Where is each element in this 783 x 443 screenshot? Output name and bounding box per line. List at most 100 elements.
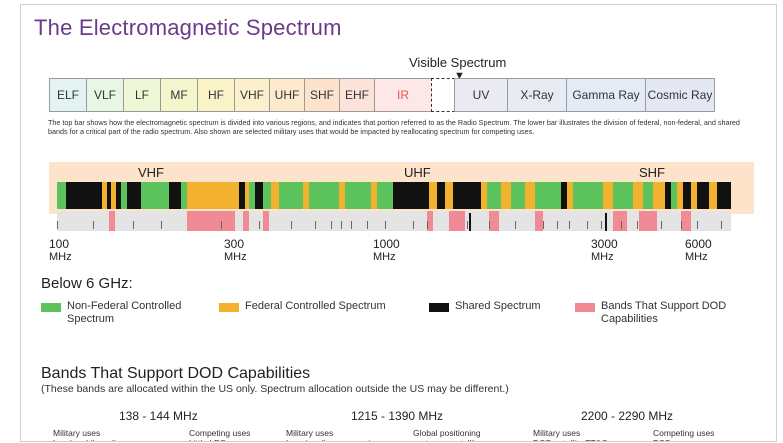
axis-tick — [161, 221, 162, 229]
axis-tick — [93, 221, 94, 229]
upper-segment — [709, 182, 717, 209]
upper-segment — [653, 182, 665, 209]
axis-tick — [57, 221, 58, 229]
upper-segment — [127, 182, 141, 209]
upper-segment — [561, 182, 567, 209]
dod-band-right-line: Little LEOs — [189, 438, 231, 441]
visible-spectrum-label: Visible Spectrum — [409, 55, 507, 70]
axis-tick — [413, 221, 414, 229]
axis-tick — [637, 221, 638, 229]
section-subtitle: (These bands are allocated within the US… — [41, 383, 509, 395]
upper-segment — [169, 182, 181, 209]
upper-segment — [303, 182, 309, 209]
axis-tick — [259, 221, 260, 229]
band-visible-light — [431, 78, 455, 112]
upper-segment — [181, 182, 187, 209]
legend-item: Non-Federal Controlled Spectrum — [41, 300, 201, 326]
upper-segment — [691, 182, 697, 209]
axis-tick — [721, 221, 722, 229]
axis-tick — [515, 221, 516, 229]
upper-segment — [697, 182, 709, 209]
band-ehf: EHF — [339, 78, 375, 112]
axis-tick — [601, 221, 602, 229]
axis-tick — [681, 221, 682, 229]
upper-segment — [116, 182, 121, 209]
region-label-shf: SHF — [639, 165, 665, 180]
dod-segment — [681, 211, 691, 231]
dod-segment — [535, 211, 543, 231]
axis-tick — [489, 221, 490, 229]
upper-segment — [581, 182, 603, 209]
upper-segment — [573, 182, 581, 209]
legend-swatch — [41, 303, 61, 312]
legend-label: Non-Federal Controlled Spectrum — [67, 300, 182, 325]
legend-label: Shared Spectrum — [455, 300, 541, 312]
upper-segment — [102, 182, 107, 209]
dod-band-left-line: Land mobile radio — [53, 438, 121, 441]
frequency-allocation-chart: VHF UHF SHF100MHz300MHz1000MHz3000MHz6000M… — [49, 162, 754, 263]
legend-title: Below 6 GHz: — [41, 275, 133, 292]
upper-segment — [643, 182, 653, 209]
upper-segment — [535, 182, 561, 209]
band-hf: HF — [197, 78, 235, 112]
axis-label-value: 3000 — [591, 237, 618, 251]
axis-tick — [697, 221, 698, 229]
upper-segment — [603, 182, 613, 209]
upper-segment — [309, 182, 339, 209]
upper-segment — [187, 182, 239, 209]
dod-segment — [109, 211, 115, 231]
band-shf: SHF — [304, 78, 340, 112]
region-label-vhf: VHF — [138, 165, 164, 180]
axis-tick — [331, 221, 332, 229]
legend-swatch — [219, 303, 239, 312]
axis-tick — [291, 221, 292, 229]
upper-segment — [677, 182, 683, 209]
upper-segment — [613, 182, 633, 209]
axis-tick — [133, 221, 134, 229]
section-title: Bands That Support DOD Capabilities — [41, 365, 311, 382]
legend-label: Federal Controlled Spectrum — [245, 300, 386, 312]
axis-label-value: 300 — [224, 237, 244, 251]
axis-label-value: 1000 — [373, 237, 400, 251]
axis-tick — [221, 221, 222, 229]
upper-segment — [66, 182, 102, 209]
legend-item: Shared Spectrum — [429, 300, 559, 313]
dod-band-right-label: Global positioning — [413, 428, 481, 438]
dod-segment — [449, 211, 465, 231]
lower-track — [57, 211, 731, 231]
dod-segment — [639, 211, 657, 231]
dod-band-range: 138 - 144 MHz — [119, 409, 198, 423]
dod-segment — [489, 211, 499, 231]
band-mf: MF — [160, 78, 198, 112]
spectrum-bands-bar: ELF VLF LF MF HF VHF UHF SHF EHF IR UV X-Ray Gamma R… — [49, 78, 715, 112]
axis-tick — [587, 221, 588, 229]
upper-segment — [567, 182, 573, 209]
upper-segment — [239, 182, 245, 209]
upper-segment — [111, 182, 116, 209]
axis-tick — [351, 221, 352, 229]
axis-tick — [341, 221, 342, 229]
dod-band-right-line: PCS — [653, 438, 670, 441]
axis-label-value: 6000 — [685, 237, 712, 251]
axis-tick — [557, 221, 558, 229]
dod-band-left-line: DOD satellite TT&C — [533, 438, 607, 441]
upper-segment — [633, 182, 643, 209]
upper-segment — [665, 182, 671, 209]
legend-swatch — [429, 303, 449, 312]
upper-segment — [345, 182, 371, 209]
upper-segment — [429, 182, 437, 209]
axis-label-unit: MHz — [224, 251, 247, 263]
upper-segment — [683, 182, 691, 209]
legend-item: Bands That Support DOD Capabilities — [575, 300, 745, 326]
dod-segment — [263, 211, 269, 231]
dod-band-left-label: Military uses — [53, 428, 101, 438]
band-ir: IR — [374, 78, 432, 112]
dod-band-right-line: system ... satellite — [413, 438, 481, 441]
axis-label-unit: MHz — [591, 251, 614, 263]
band-elf: ELF — [49, 78, 87, 112]
upper-segment — [107, 182, 111, 209]
axis-tick — [385, 221, 386, 229]
upper-segment — [525, 182, 535, 209]
shared-segment — [605, 213, 607, 231]
band-vlf: VLF — [86, 78, 124, 112]
